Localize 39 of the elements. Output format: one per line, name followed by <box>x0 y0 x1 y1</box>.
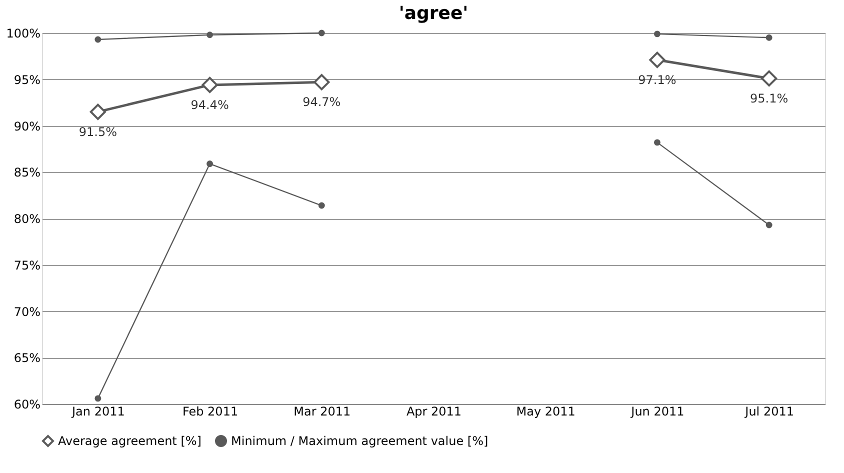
chart-title: 'agree' <box>398 3 468 24</box>
x-tick-label: Feb 2011 <box>182 404 238 418</box>
y-tick-label: 75% <box>14 258 40 272</box>
data-label: 95.1% <box>750 91 788 106</box>
point <box>766 222 772 228</box>
y-tick-label: 65% <box>14 351 40 366</box>
point <box>206 160 214 168</box>
x-tick-label: Jul 2011 <box>744 404 794 418</box>
point <box>318 30 325 36</box>
legend-label: Average agreement [%] <box>58 434 202 448</box>
point <box>90 104 106 120</box>
y-tick-label: 80% <box>14 212 40 226</box>
y-tick-label: 90% <box>14 119 40 134</box>
x-tick-label: May 2011 <box>516 404 576 418</box>
data-label: 91.5% <box>78 124 117 139</box>
point <box>654 139 660 146</box>
x-tick-label: Jan 2011 <box>71 404 125 418</box>
data-label: 94.4% <box>190 98 229 112</box>
y-tick-label: 100% <box>6 26 40 40</box>
legend-label: Minimum / Maximum agreement value [%] <box>231 434 488 448</box>
point <box>649 52 666 68</box>
point <box>761 70 778 87</box>
point <box>654 30 660 38</box>
point <box>314 74 330 90</box>
point <box>202 76 218 94</box>
y-tick-label: 85% <box>14 166 40 180</box>
x-tick-label: Jun 2011 <box>630 404 684 418</box>
point <box>318 202 325 209</box>
y-tick-label: 60% <box>14 398 40 412</box>
data-label: 94.7% <box>302 95 341 110</box>
data-label: 97.1% <box>638 72 676 87</box>
y-tick-label: 95% <box>14 72 40 87</box>
point <box>766 34 772 41</box>
point <box>94 36 102 43</box>
x-tick-label: Apr 2011 <box>406 404 462 418</box>
y-tick-label: 70% <box>14 304 40 319</box>
x-tick-label: Mar 2011 <box>294 404 351 418</box>
point <box>206 32 214 38</box>
point <box>94 395 102 402</box>
